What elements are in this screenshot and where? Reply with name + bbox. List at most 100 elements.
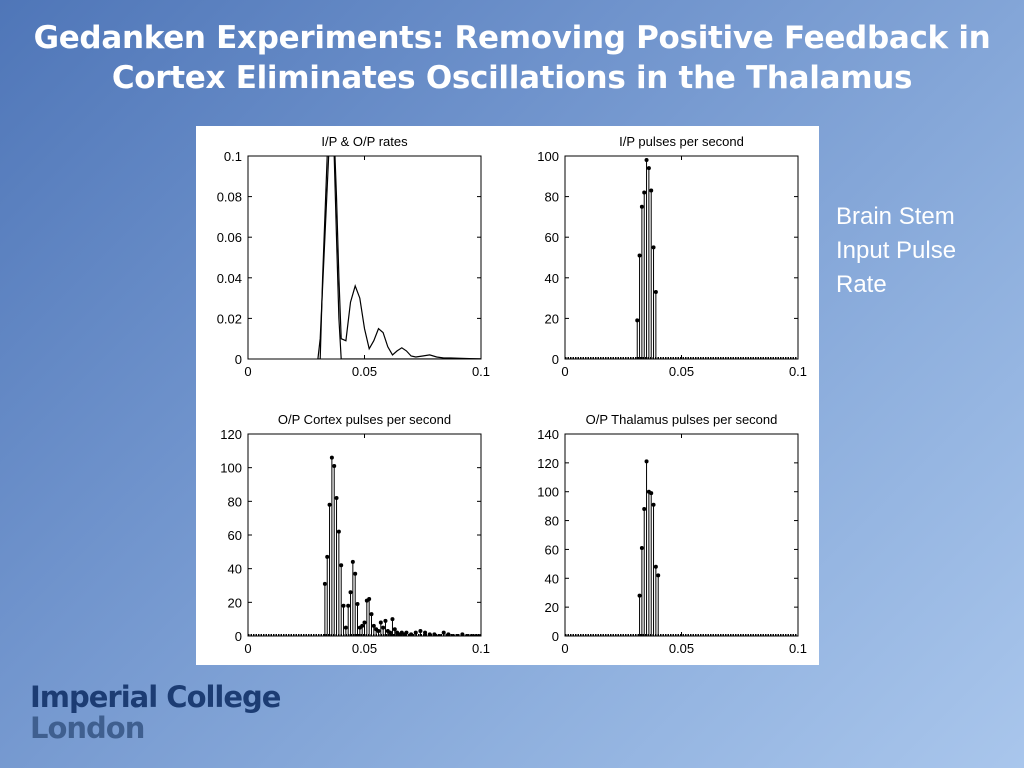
stem-marker — [343, 625, 348, 630]
y-tick-label: 60 — [545, 230, 559, 245]
stem-marker — [474, 634, 479, 636]
figure-panel: I/P & O/P rates 0 0.05 0.1 0 0.02 0.04 0.06 0.08… — [196, 126, 819, 665]
y-tick-label: 80 — [545, 190, 559, 205]
y-tick-label: 0 — [235, 629, 242, 644]
series-line-2 — [317, 156, 481, 359]
plot-frame — [564, 155, 799, 360]
stem-marker — [362, 620, 367, 625]
y-tick-label: 0 — [552, 352, 559, 367]
stem-marker — [441, 630, 446, 635]
y-tick-label: 40 — [545, 271, 559, 286]
stem-marker — [325, 554, 330, 559]
y-tick-label: 80 — [545, 514, 559, 529]
stem-marker — [346, 603, 351, 608]
y-tick-label: 40 — [228, 562, 242, 577]
plot-title: I/P pulses per second — [619, 134, 744, 149]
stem-marker — [341, 603, 346, 608]
y-tick-label: 60 — [228, 528, 242, 543]
stem-marker — [367, 596, 372, 601]
stem-marker — [334, 495, 339, 500]
stem-marker — [649, 188, 654, 193]
stem-marker — [653, 290, 658, 295]
stem-marker — [642, 190, 647, 195]
plot-data — [248, 455, 481, 636]
stem-marker — [322, 581, 327, 586]
plot-frame — [564, 433, 799, 637]
stem-marker — [378, 620, 383, 625]
y-tick-label: 40 — [545, 571, 559, 586]
plot-title: O/P Thalamus pulses per second — [586, 412, 778, 427]
side-note-line-2: Input Pulse — [836, 237, 957, 264]
stem-marker — [360, 623, 365, 628]
x-tick-label: 0 — [561, 641, 568, 656]
stem-marker — [327, 502, 332, 507]
side-note-line-3: Rate — [836, 271, 887, 298]
stem-marker — [644, 459, 649, 464]
stem-marker — [371, 623, 376, 628]
stem-marker — [390, 617, 395, 622]
y-tick-label: 140 — [537, 427, 559, 442]
stem-marker — [437, 634, 442, 636]
stem-marker — [649, 491, 654, 496]
stem-marker — [644, 158, 649, 163]
stem-marker — [432, 632, 437, 636]
stem-marker — [465, 634, 470, 636]
x-tick-label: 0.1 — [472, 641, 490, 656]
stem-marker — [336, 529, 341, 534]
stem-marker — [469, 634, 474, 636]
y-tick-label: 120 — [537, 456, 559, 471]
y-tick-label: 0.08 — [217, 190, 242, 205]
x-tick-label: 0.05 — [352, 364, 377, 379]
x-tick-label: 0.1 — [472, 364, 490, 379]
plot-title: I/P & O/P rates — [321, 134, 408, 149]
stem-marker — [642, 507, 647, 512]
plot-data — [565, 459, 798, 636]
stem-marker — [451, 634, 456, 636]
x-tick-label: 0.05 — [669, 364, 694, 379]
plot-data — [565, 158, 798, 359]
stem-marker — [635, 318, 640, 323]
stem-marker — [653, 564, 658, 569]
y-tick-label: 100 — [537, 485, 559, 500]
stem-marker — [332, 463, 337, 468]
stem-marker — [446, 632, 451, 636]
stem-marker — [656, 573, 661, 578]
y-tick-label: 100 — [220, 461, 242, 476]
y-tick-label: 120 — [220, 427, 242, 442]
x-tick-label: 0 — [244, 364, 251, 379]
plot-title: O/P Cortex pulses per second — [278, 412, 451, 427]
x-tick-label: 0.05 — [669, 641, 694, 656]
plot-1: I/P & O/P rates 0 0.05 0.1 0 0.02 0.04 0.06 0.08… — [217, 134, 490, 379]
stem-marker — [369, 612, 374, 617]
series-line-1 — [317, 156, 481, 359]
stem-marker — [639, 204, 644, 209]
y-tick-label: 100 — [537, 149, 559, 164]
x-tick-label: 0.05 — [352, 641, 377, 656]
y-tick-label: 60 — [545, 542, 559, 557]
stem-marker — [348, 590, 353, 595]
stem-marker — [639, 545, 644, 550]
y-tick-label: 20 — [545, 311, 559, 326]
y-tick-label: 0.04 — [217, 271, 242, 286]
stem-marker — [350, 559, 355, 564]
y-tick-label: 0.1 — [224, 149, 242, 164]
stem-marker — [651, 245, 656, 250]
stem-marker — [404, 630, 409, 635]
logo-line-1: Imperial College — [30, 680, 281, 714]
stem-marker — [479, 634, 481, 636]
stem-marker — [460, 632, 465, 636]
stem-marker — [646, 166, 651, 171]
stem-marker — [423, 630, 428, 635]
slide-title: Gedanken Experiments: Removing Positive … — [20, 18, 1004, 98]
stem-marker — [413, 630, 418, 635]
plot-4: O/P Thalamus pulses per second 0 0.05 0.1 0 2… — [537, 412, 807, 656]
stem-marker — [409, 632, 414, 636]
stem-marker — [392, 627, 397, 632]
plot-data — [317, 156, 481, 359]
stem-marker — [329, 455, 334, 460]
stem-marker — [376, 628, 381, 633]
x-tick-label: 0 — [244, 641, 251, 656]
stem-marker — [455, 634, 460, 636]
slide-title-text: Gedanken Experiments: Removing Positive … — [33, 20, 991, 96]
y-tick-label: 0 — [552, 629, 559, 644]
